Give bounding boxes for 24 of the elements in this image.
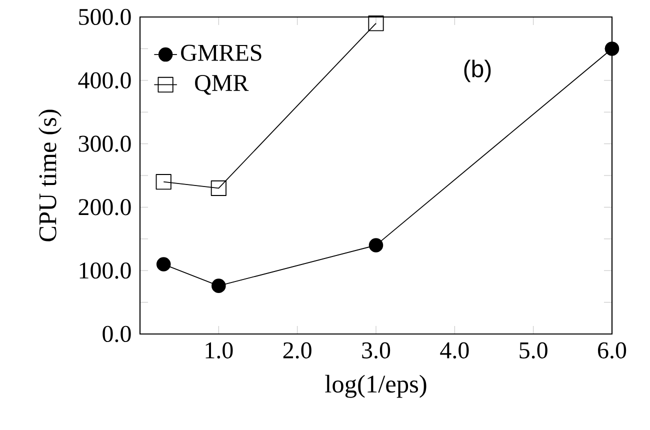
point: [604, 42, 620, 56]
y-tick-label: 300.0: [78, 136, 131, 152]
point: [156, 257, 171, 272]
point: [368, 16, 384, 32]
y-tick-label: 0.0: [102, 326, 131, 342]
y-tick-label: 400.0: [78, 72, 131, 89]
x-tick-label: 6.0: [598, 342, 626, 359]
legend-label: GMRES: [181, 44, 262, 61]
point: [212, 278, 226, 293]
annotation: (b): [464, 60, 491, 82]
y-axis-title: CPU time (s): [38, 110, 62, 242]
point: [156, 174, 172, 190]
y-tick-label: 100.0: [80, 262, 131, 279]
x-tick-label: 1.0: [206, 342, 233, 359]
y-tick-label: 500.0: [79, 8, 131, 26]
point: [368, 238, 384, 252]
x-tick-label: 4.0: [440, 342, 469, 359]
legend-label: QMR: [195, 74, 249, 95]
x-tick-label: 3.0: [362, 342, 390, 359]
x-tick-label: 2.0: [283, 342, 312, 359]
x-axis-title: log(1/eps): [325, 374, 426, 398]
point: [210, 180, 226, 196]
x-tick-label: 5.0: [520, 342, 548, 359]
y-tick-label: 200.0: [78, 199, 131, 216]
